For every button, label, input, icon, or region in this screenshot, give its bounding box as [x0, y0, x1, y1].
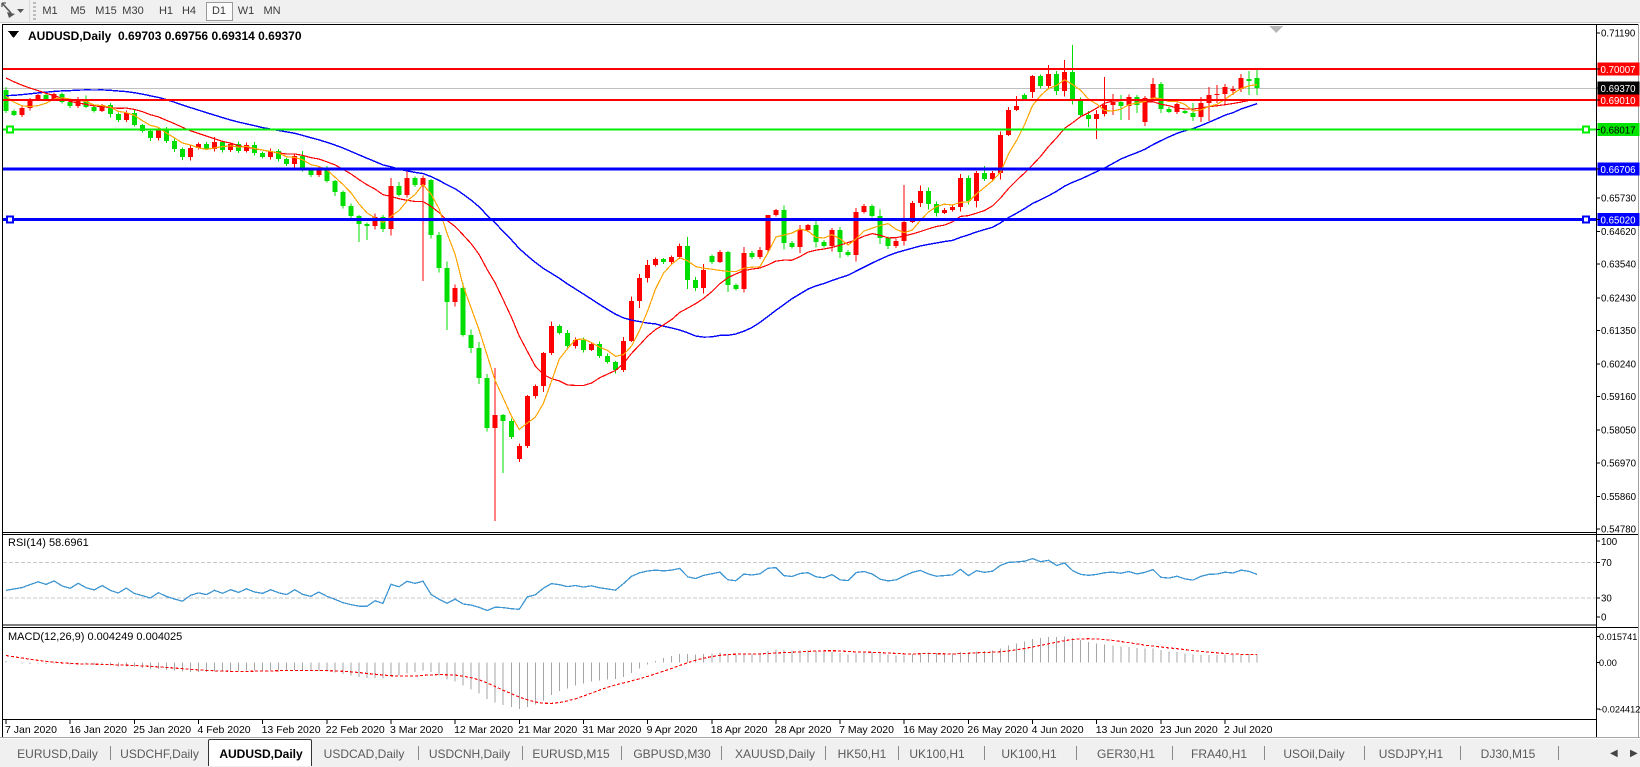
svg-text:0.55860: 0.55860: [1601, 492, 1637, 503]
svg-text:3 Mar 2020: 3 Mar 2020: [390, 724, 443, 736]
svg-text:16 May 2020: 16 May 2020: [903, 724, 964, 736]
svg-text:31 Mar 2020: 31 Mar 2020: [582, 724, 641, 736]
svg-text:RSI(14) 58.6961: RSI(14) 58.6961: [8, 537, 89, 549]
svg-text:0.71190: 0.71190: [1601, 29, 1636, 40]
svg-text:0: 0: [1601, 613, 1607, 624]
svg-text:2 Jul 2020: 2 Jul 2020: [1224, 724, 1273, 736]
svg-text:4 Jun 2020: 4 Jun 2020: [1032, 724, 1084, 736]
svg-text:0.54780: 0.54780: [1601, 525, 1637, 536]
svg-text:0.69010: 0.69010: [1601, 96, 1637, 107]
svg-text:18 Apr 2020: 18 Apr 2020: [711, 724, 768, 736]
svg-text:4 Feb 2020: 4 Feb 2020: [198, 724, 251, 736]
svg-text:-0.024412: -0.024412: [1599, 705, 1640, 715]
svg-text:0.00: 0.00: [1599, 658, 1617, 668]
svg-text:0.68017: 0.68017: [1601, 125, 1636, 136]
svg-text:9 Apr 2020: 9 Apr 2020: [647, 724, 698, 736]
svg-text:16 Jan 2020: 16 Jan 2020: [69, 724, 127, 736]
svg-text:0.61350: 0.61350: [1601, 326, 1637, 337]
svg-text:0.59160: 0.59160: [1601, 392, 1637, 403]
svg-text:25 Jan 2020: 25 Jan 2020: [133, 724, 191, 736]
svg-text:0.63540: 0.63540: [1601, 260, 1637, 271]
svg-text:7 Jan 2020: 7 Jan 2020: [5, 724, 57, 736]
svg-text:0.60240: 0.60240: [1601, 360, 1637, 371]
svg-text:70: 70: [1601, 558, 1612, 569]
svg-text:0.66706: 0.66706: [1601, 165, 1636, 176]
svg-text:23 Jun 2020: 23 Jun 2020: [1160, 724, 1218, 736]
svg-text:12 Mar 2020: 12 Mar 2020: [454, 724, 513, 736]
svg-text:0.64620: 0.64620: [1601, 227, 1637, 238]
svg-text:28 Apr 2020: 28 Apr 2020: [775, 724, 832, 736]
svg-text:26 May 2020: 26 May 2020: [967, 724, 1028, 736]
svg-text:0.58050: 0.58050: [1601, 426, 1637, 437]
svg-text:100: 100: [1601, 537, 1618, 548]
svg-text:0.65020: 0.65020: [1601, 215, 1637, 226]
svg-text:30: 30: [1601, 594, 1612, 605]
svg-text:13 Feb 2020: 13 Feb 2020: [262, 724, 321, 736]
svg-text:0.015741: 0.015741: [1599, 632, 1637, 642]
svg-text:0.69370: 0.69370: [1601, 84, 1637, 95]
svg-text:7 May 2020: 7 May 2020: [839, 724, 894, 736]
svg-text:13 Jun 2020: 13 Jun 2020: [1096, 724, 1154, 736]
svg-text:0.56970: 0.56970: [1601, 458, 1637, 469]
svg-text:AUDUSD,Daily 0.69703 0.69756: AUDUSD,Daily 0.69703 0.69756 0.69314 0.6…: [28, 29, 302, 43]
svg-text:MACD(12,26,9) 0.004249 0.00402: MACD(12,26,9) 0.004249 0.004025: [8, 631, 182, 643]
svg-text:0.65730: 0.65730: [1601, 194, 1637, 205]
svg-text:0.70007: 0.70007: [1601, 65, 1636, 76]
svg-text:0.62430: 0.62430: [1601, 293, 1637, 304]
svg-text:21 Mar 2020: 21 Mar 2020: [518, 724, 577, 736]
svg-text:22 Feb 2020: 22 Feb 2020: [326, 724, 385, 736]
